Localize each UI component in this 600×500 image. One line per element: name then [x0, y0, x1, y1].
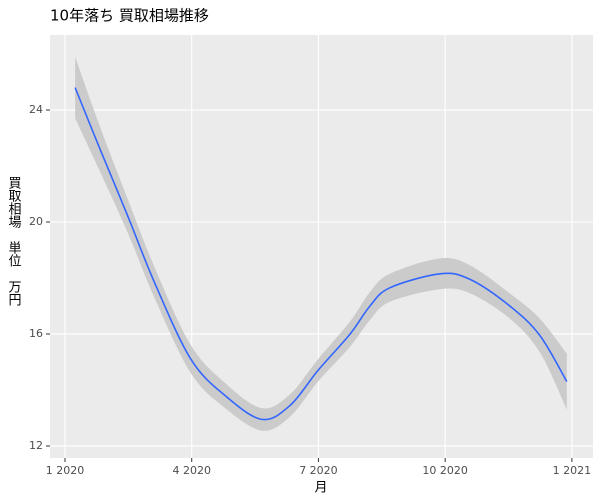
x-tick-label: 4 2020: [172, 464, 211, 477]
x-tick-label: 1 2021: [553, 464, 592, 477]
y-axis-label: 買取相場 単位 万円: [6, 176, 22, 306]
x-tick-label: 1 2020: [46, 464, 85, 477]
chart-title: 10年落ち 買取相場推移: [50, 7, 209, 25]
fit-line: [74, 87, 568, 421]
x-tick-label: 7 2020: [299, 464, 338, 477]
y-tick-label: 16: [29, 327, 43, 340]
y-tick-label: 24: [29, 103, 43, 116]
y-tick-label: 20: [29, 215, 43, 228]
y-tick-label: 12: [29, 439, 43, 452]
panel: [50, 35, 593, 458]
confidence-band: [75, 56, 567, 431]
x-axis-label: 月: [314, 481, 327, 496]
x-tick-label: 10 2020: [422, 464, 468, 477]
